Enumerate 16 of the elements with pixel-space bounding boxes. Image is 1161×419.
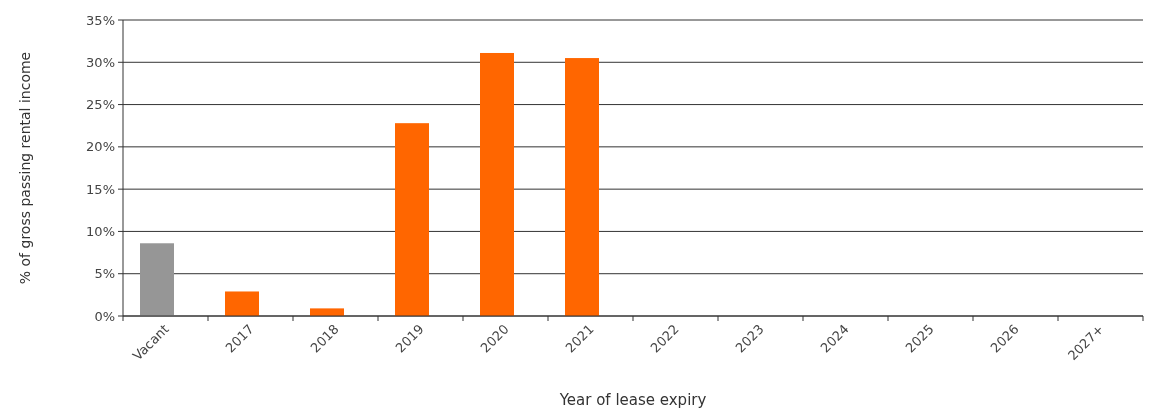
y-tick-label: 35% [86,12,115,28]
y-tick-label: 10% [86,223,115,239]
y-tick-label: 30% [86,54,115,70]
bar [565,58,599,316]
bar [310,308,344,316]
bar [225,291,259,316]
y-axis-title: % of gross passing rental income [17,51,33,285]
y-tick-label: 0% [94,308,115,324]
y-tick-label: 5% [94,266,115,282]
x-axis-title: Year of lease expiry [558,391,707,409]
y-tick-label: 25% [86,97,115,113]
bar [480,52,514,316]
bar [140,243,174,316]
bar [395,123,429,316]
y-tick-label: 15% [86,181,115,197]
y-tick-label: 20% [86,139,115,155]
